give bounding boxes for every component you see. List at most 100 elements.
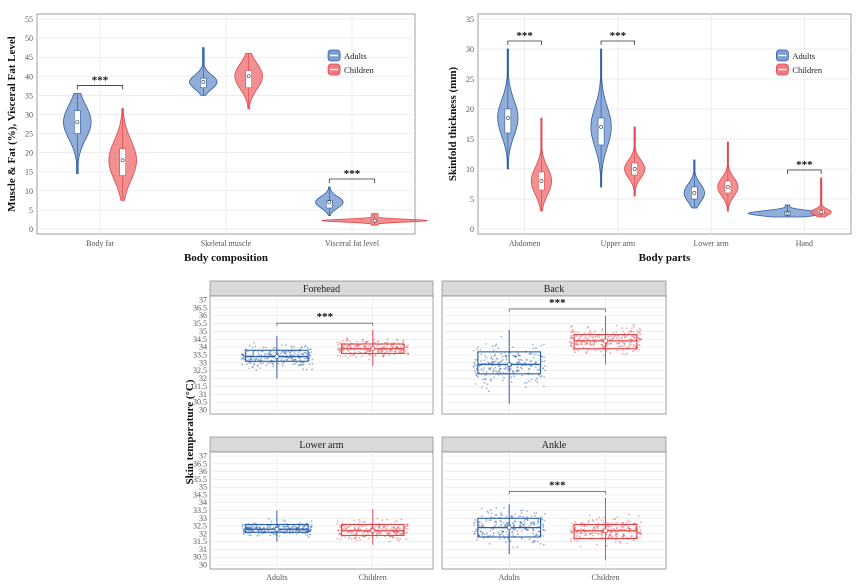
jitter-point: [267, 356, 270, 359]
jitter-point: [573, 539, 576, 541]
jitter-point: [500, 520, 502, 523]
facet-title: Ankle: [542, 440, 567, 451]
jitter-point: [592, 534, 594, 537]
y-tick-label: 34.5: [193, 490, 207, 499]
jitter-point: [285, 526, 287, 528]
jitter-point: [501, 359, 504, 361]
jitter-point: [347, 531, 350, 533]
jitter-point: [308, 357, 311, 359]
jitter-point: [591, 532, 594, 534]
jitter-point: [602, 524, 605, 527]
jitter-point: [613, 522, 616, 525]
jitter-point: [300, 353, 302, 356]
jitter-point: [386, 518, 389, 521]
jitter-point: [618, 342, 621, 345]
jitter-point: [516, 368, 519, 371]
jitter-point: [497, 362, 500, 365]
y-tick-label: 32: [199, 529, 207, 538]
jitter-point: [610, 527, 613, 530]
jitter-point: [495, 369, 497, 372]
jitter-point: [568, 340, 571, 343]
jitter-point: [591, 531, 593, 534]
jitter-point: [504, 525, 507, 527]
jitter-point: [241, 353, 244, 356]
jitter-point: [287, 524, 289, 527]
jitter-point: [365, 351, 368, 354]
jitter-point: [530, 515, 533, 517]
median-point: [785, 211, 790, 216]
jitter-point: [638, 338, 641, 341]
jitter-point: [302, 526, 305, 529]
jitter-point: [607, 522, 610, 525]
jitter-point: [570, 345, 573, 347]
x-tick-label: Abdomen: [509, 239, 541, 248]
jitter-point: [343, 528, 346, 530]
jitter-point: [483, 382, 486, 384]
jitter-point: [257, 529, 260, 532]
jitter-point: [589, 342, 592, 345]
jitter-point: [519, 509, 522, 512]
jitter-point: [243, 357, 246, 360]
jitter-point: [380, 350, 383, 353]
jitter-point: [293, 345, 296, 348]
jitter-point: [364, 345, 366, 348]
jitter-point: [255, 526, 258, 529]
jitter-point: [362, 532, 364, 535]
jitter-point: [530, 359, 533, 362]
jitter-point: [499, 368, 502, 370]
jitter-point: [280, 530, 282, 532]
jitter-point: [626, 346, 628, 349]
significance-bracket: [787, 169, 822, 174]
y-tick-label: 33: [199, 514, 207, 523]
jitter-point: [398, 532, 401, 535]
jitter-point: [395, 520, 398, 523]
jitter-point: [526, 516, 529, 518]
jitter-point: [601, 338, 603, 341]
box-children: [341, 523, 405, 536]
jitter-point: [472, 349, 475, 352]
jitter-point: [352, 354, 354, 357]
jitter-point: [624, 353, 627, 356]
jitter-point: [406, 525, 408, 527]
jitter-point: [338, 532, 341, 535]
jitter-point: [357, 345, 360, 347]
jitter-point: [400, 532, 403, 535]
jitter-point: [367, 537, 370, 540]
jitter-point: [586, 326, 589, 329]
jitter-point: [378, 522, 380, 525]
jitter-point: [367, 349, 369, 352]
jitter-point: [583, 341, 586, 344]
jitter-point: [623, 337, 626, 339]
median-point: [692, 191, 697, 195]
plot-panel: [477, 13, 852, 235]
jitter-point: [620, 345, 623, 348]
significance-label: ***: [796, 159, 813, 171]
jitter-point: [479, 521, 481, 523]
jitter-point: [472, 365, 475, 367]
jitter-point: [519, 521, 522, 524]
jitter-point: [583, 528, 585, 531]
jitter-point: [570, 522, 573, 525]
jitter-point: [241, 354, 243, 356]
jitter-point: [272, 362, 275, 364]
jitter-point: [358, 525, 361, 527]
jitter-point: [534, 539, 536, 542]
jitter-point: [357, 344, 359, 347]
jitter-point: [254, 345, 257, 348]
jitter-point: [599, 338, 602, 341]
jitter-point: [256, 534, 259, 537]
jitter-point: [611, 536, 614, 539]
jitter-point: [268, 351, 271, 354]
jitter-point: [298, 356, 301, 359]
jitter-point: [376, 532, 379, 535]
jitter-point: [302, 361, 305, 364]
jitter-point: [390, 345, 393, 348]
jitter-point: [607, 336, 609, 338]
jitter-point: [509, 368, 512, 371]
jitter-point: [601, 531, 604, 534]
jitter-point: [505, 354, 508, 357]
jitter-point: [402, 349, 404, 351]
jitter-point: [290, 357, 293, 360]
jitter-point: [531, 521, 534, 524]
jitter-point: [572, 530, 574, 533]
